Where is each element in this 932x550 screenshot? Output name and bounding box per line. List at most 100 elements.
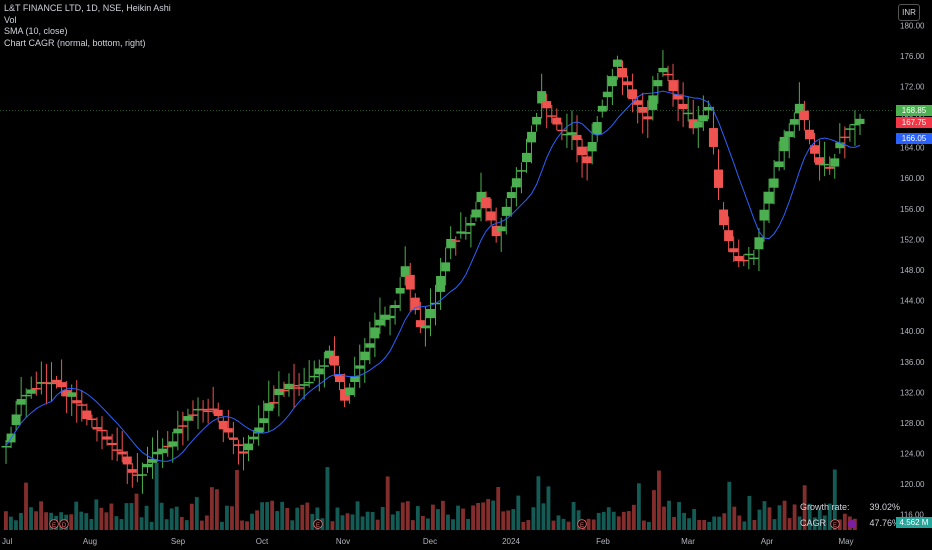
- chart-legend: L&T FINANCE LTD, 1D, NSE, Heikin Ashi Vo…: [4, 3, 171, 49]
- volume-bar: [79, 511, 84, 530]
- growth-label: Growth rate:: [800, 502, 850, 512]
- candle-body: [456, 231, 466, 234]
- candle-body: [658, 67, 668, 73]
- candle-body: [633, 100, 643, 105]
- legend-title[interactable]: L&T FINANCE LTD, 1D, NSE, Heikin Ashi: [4, 3, 171, 13]
- volume-bar: [385, 476, 390, 530]
- currency-button[interactable]: INR: [898, 4, 920, 21]
- legend-vol[interactable]: Vol: [4, 14, 17, 25]
- candle-body: [117, 451, 127, 455]
- volume-bar: [842, 513, 847, 530]
- legend-cagr[interactable]: Chart CAGR (normal, bottom, right): [4, 37, 146, 48]
- candle-body: [1, 445, 11, 448]
- volume-bar: [34, 511, 38, 530]
- volume-bar: [772, 519, 777, 530]
- volume-bar: [295, 507, 300, 530]
- candle-body: [511, 178, 521, 188]
- candle-body: [855, 118, 865, 125]
- volume-bar: [19, 512, 23, 530]
- legend-sma[interactable]: SMA (10, close): [4, 26, 68, 36]
- volume-bar: [461, 508, 465, 530]
- candle-body: [784, 131, 794, 137]
- candle-body: [395, 287, 405, 294]
- candle-body: [527, 131, 537, 143]
- candle-body: [193, 408, 203, 411]
- volume-bar: [400, 502, 405, 530]
- volume-bar: [355, 501, 360, 530]
- candle-body: [52, 379, 62, 383]
- volume-bar: [360, 516, 365, 530]
- y-tick-label: 156.00: [900, 205, 925, 214]
- volume-bar: [260, 502, 265, 530]
- candle-body: [754, 237, 764, 250]
- growth-value: 39.02%: [869, 502, 900, 512]
- event-marker: [313, 519, 323, 529]
- volume-bar: [677, 502, 681, 530]
- prev-price-tag: 167.75: [896, 116, 932, 128]
- candle-body: [481, 197, 491, 209]
- volume-bar: [235, 470, 239, 530]
- candle-body: [764, 191, 774, 204]
- sma-price-tag: 166.05: [896, 132, 932, 144]
- volume-bar: [230, 506, 234, 530]
- candle-body: [835, 142, 845, 149]
- candle-body: [137, 474, 147, 476]
- candle-body: [233, 444, 243, 446]
- candle-body: [648, 95, 658, 110]
- candle-body: [11, 414, 21, 426]
- volume-bar: [526, 520, 531, 530]
- volume-bar: [586, 518, 591, 530]
- candle-body: [744, 253, 754, 256]
- candle-body: [173, 428, 183, 434]
- event-marker-label: D: [62, 523, 67, 529]
- volume-bar: [114, 516, 119, 530]
- candle-body: [163, 445, 173, 448]
- candle-body: [264, 403, 274, 411]
- volume-bar: [29, 507, 33, 530]
- candle-body: [804, 129, 814, 140]
- volume-bar: [410, 520, 415, 530]
- volume-bar: [189, 503, 194, 530]
- volume-bar: [390, 514, 395, 530]
- candle-body: [845, 128, 855, 130]
- volume-bar: [511, 509, 516, 530]
- candle-body: [289, 384, 299, 387]
- cagr-stats: Growth rate: 39.02% CAGR 47.76%: [800, 499, 900, 531]
- candle-body: [521, 152, 531, 163]
- candle-body: [142, 463, 152, 468]
- y-tick-label: 180.00: [900, 21, 925, 30]
- volume-bar: [521, 521, 526, 530]
- candle-body: [825, 166, 835, 169]
- candle-body: [547, 115, 557, 117]
- x-tick-label: Apr: [761, 537, 774, 546]
- x-tick-label: Sep: [171, 537, 186, 546]
- volume-bar: [179, 516, 184, 530]
- volume-bar: [481, 502, 486, 530]
- volume-bar: [275, 511, 280, 530]
- volume-bar: [551, 520, 556, 530]
- candle-body: [759, 209, 769, 221]
- y-tick-label: 144.00: [900, 297, 925, 306]
- volume-bar: [375, 519, 380, 530]
- y-tick-label: 128.00: [900, 419, 925, 428]
- volume-bar: [747, 495, 752, 530]
- candle-body: [168, 441, 178, 447]
- candle-body: [360, 351, 370, 361]
- candle-body: [506, 192, 516, 199]
- volume-bar: [641, 520, 646, 530]
- last-price-tag: 168.85: [896, 105, 932, 117]
- volume-bar: [752, 519, 757, 530]
- volume-bar: [792, 504, 797, 530]
- candle-body: [542, 101, 552, 109]
- volume-bar: [717, 516, 722, 530]
- volume-bar: [220, 521, 224, 530]
- volume-bar: [817, 509, 822, 530]
- candle-body: [198, 408, 208, 411]
- candle-body: [284, 383, 294, 390]
- candle-body: [345, 387, 355, 396]
- volume-bar: [636, 483, 641, 530]
- event-marker-label: E: [316, 523, 320, 529]
- volume-bar: [380, 507, 385, 530]
- volume-bar: [491, 500, 496, 530]
